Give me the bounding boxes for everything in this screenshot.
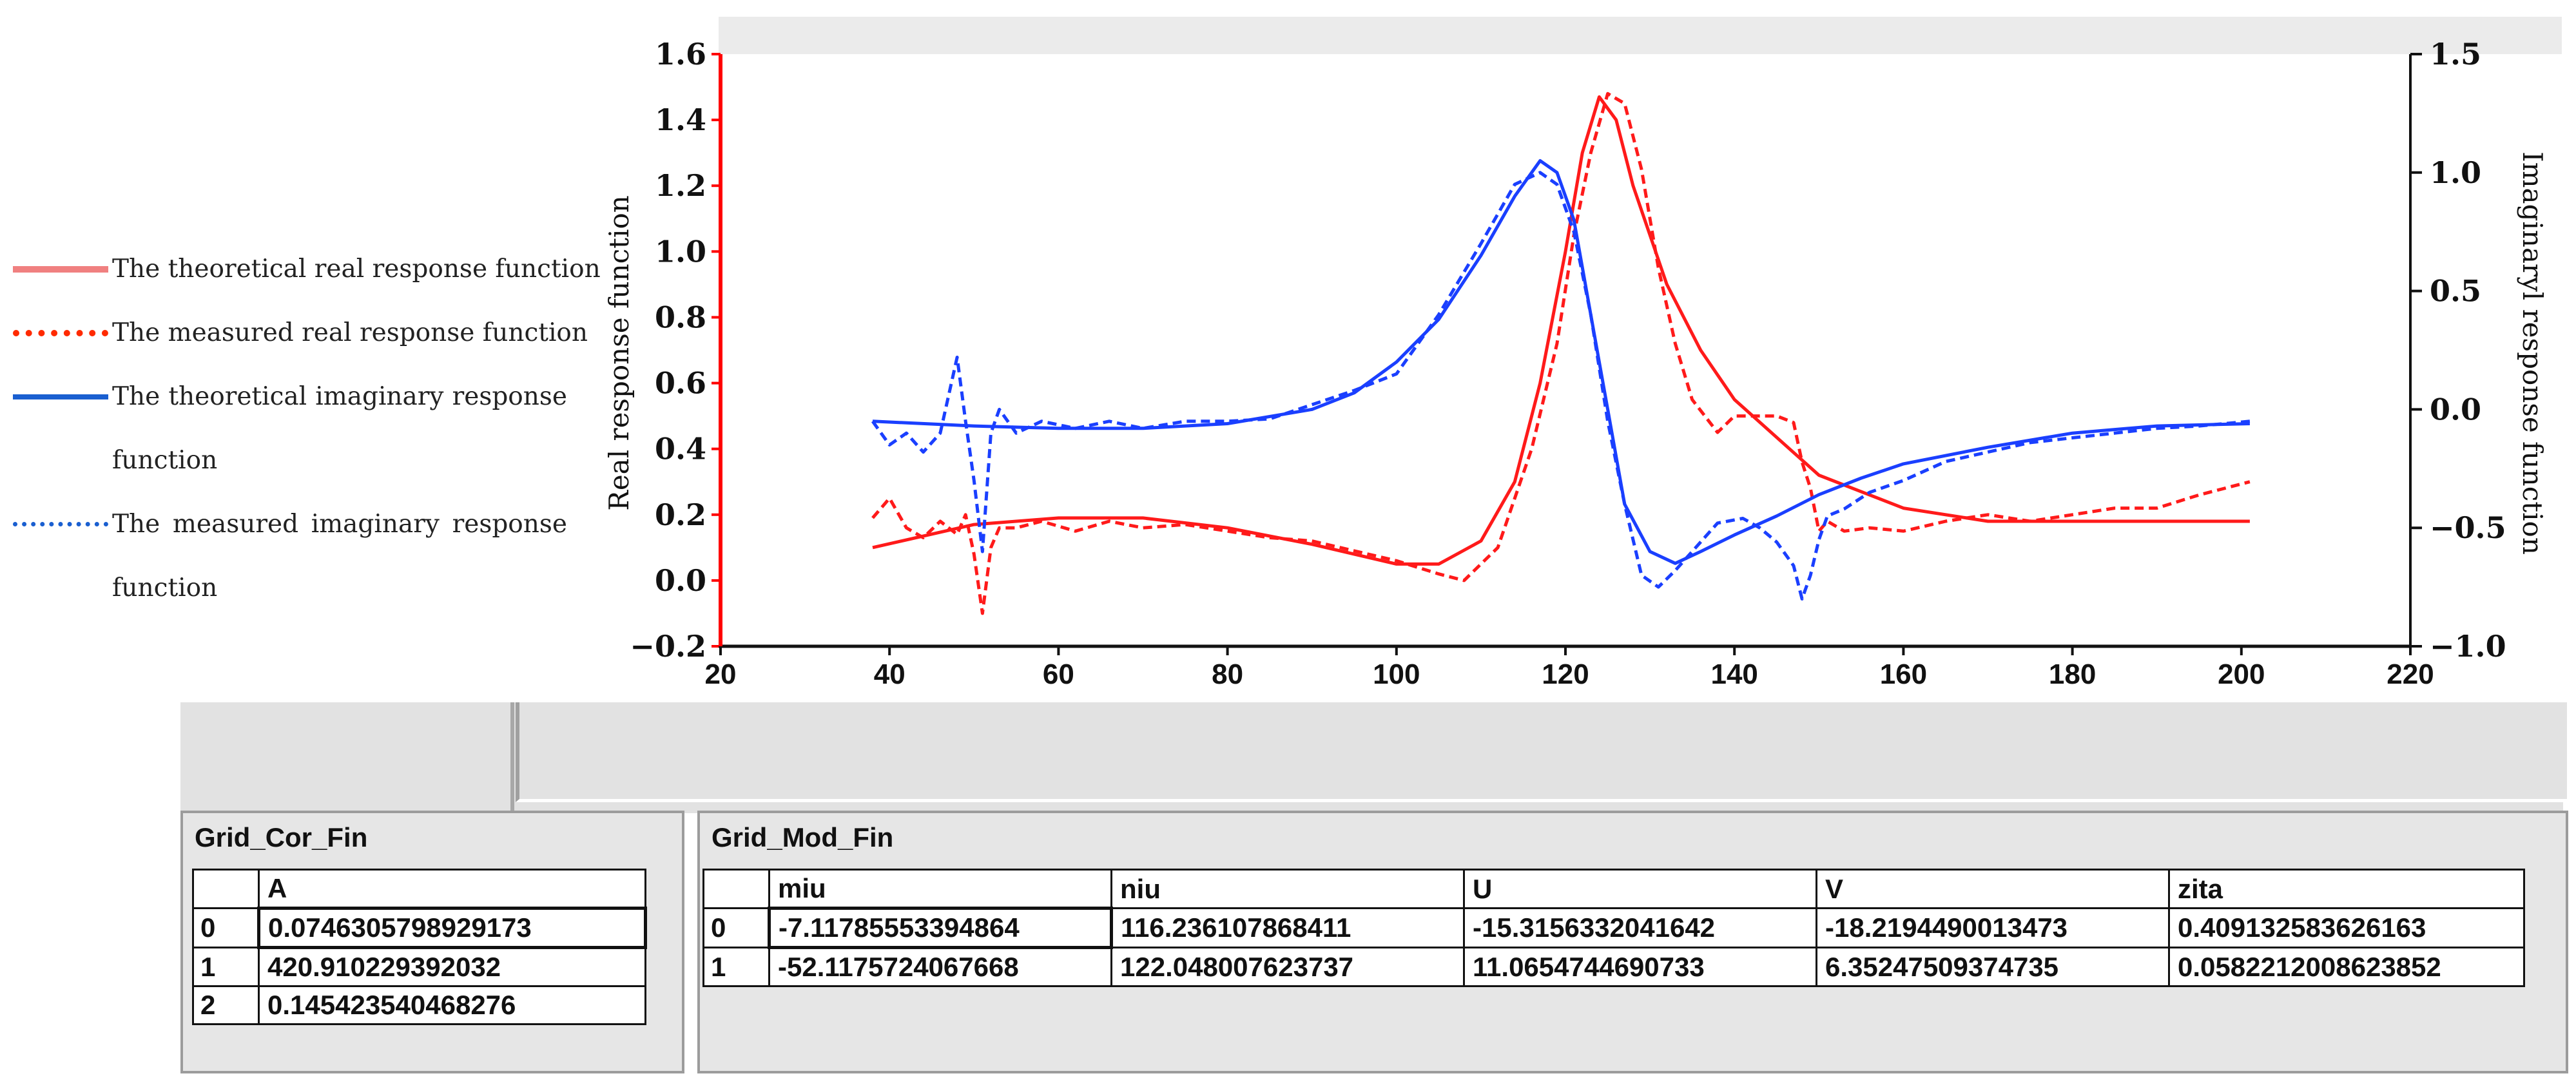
table-cell[interactable]: 122.048007623737: [1110, 947, 1465, 987]
y-axis-label: Real response function: [603, 195, 635, 511]
y-tick-label: 1.0: [655, 234, 706, 269]
series-theoretical-real: [872, 95, 2250, 566]
legend-label: The theoretical real response function: [112, 255, 601, 284]
legend-label-continued: function: [112, 573, 218, 602]
y-tick-label: 1.6: [655, 37, 706, 72]
table-row[interactable]: 0 0.0746305798929173: [192, 907, 647, 949]
legend-item-theoretical-imaginary: The theoretical imaginary response: [13, 365, 567, 428]
table-row[interactable]: 0 -7.11785553394864 116.236107868411 -15…: [702, 907, 2525, 949]
panel-splitter[interactable]: [510, 702, 514, 813]
legend-swatch-measured-imaginary: [13, 522, 108, 526]
y2-tick-label: 1.0: [2430, 155, 2481, 190]
column-header-a[interactable]: A: [258, 869, 646, 909]
legend-item-measured-imaginary: The measured imaginary response: [13, 492, 567, 556]
table-cell[interactable]: -15.3156332041642: [1463, 907, 1817, 948]
y2-tick-label: −0.5: [2430, 510, 2506, 545]
y-tick-label: 0.0: [655, 563, 706, 598]
column-header-u[interactable]: U: [1463, 869, 1817, 909]
y2-axis-label: Imaginaryl response function: [2517, 151, 2548, 555]
y2-tick-label: 1.5: [2430, 37, 2481, 72]
y-tick-label: 0.8: [655, 300, 706, 334]
table-cell[interactable]: 0.145423540468276: [258, 985, 646, 1025]
chart-header-band: [719, 17, 2562, 54]
row-index: 0: [192, 907, 260, 948]
table-cell[interactable]: 6.35247509374735: [1816, 947, 2170, 987]
corner-cell: [702, 869, 770, 909]
x-tick-label: 100: [1373, 659, 1420, 690]
x-tick-label: 140: [1710, 659, 1758, 690]
column-header-v[interactable]: V: [1816, 869, 2170, 909]
x-axis-ticks: 20 40 60 80 100 120 140 160 180 200 220: [705, 646, 2434, 690]
table-cell[interactable]: -18.2194490013473: [1816, 907, 2170, 948]
legend-item-theoretical-real: The theoretical real response function: [13, 237, 601, 301]
y2-tick-label: 0.5: [2430, 274, 2481, 309]
legend-label: The measured imaginary response: [112, 510, 567, 539]
row-index: 1: [192, 947, 260, 987]
response-chart: 20 40 60 80 100 120 140 160 180 200 220 −0.2 0.0 0.2…: [603, 17, 2562, 709]
table-cell[interactable]: -52.1175724067668: [768, 947, 1112, 987]
legend-swatch-theoretical-real: [13, 265, 108, 273]
grid-cor-fin-table[interactable]: A 0 0.0746305798929173 1 420.91022939203…: [192, 869, 647, 1025]
x-tick-label: 20: [705, 659, 737, 690]
corner-cell: [192, 869, 260, 909]
table-cell[interactable]: 0.0746305798929173: [257, 907, 647, 949]
y-tick-label: 1.2: [655, 168, 706, 203]
x-tick-label: 200: [2218, 659, 2265, 690]
y-tick-label: 0.2: [655, 497, 706, 532]
plot-area: [719, 54, 2410, 646]
table-cell[interactable]: -7.11785553394864: [768, 907, 1113, 949]
table-cell[interactable]: 0.409132583626163: [2168, 907, 2525, 948]
y2-axis-ticks: −1.0 −0.5 0.0 0.5 1.0 1.5: [2410, 37, 2506, 664]
grid-mod-fin-table[interactable]: miu niu U V zita 0 -7.11785553394864 116…: [702, 869, 2525, 987]
row-index: 0: [702, 907, 770, 948]
table-row[interactable]: 1 420.910229392032: [192, 947, 646, 987]
legend-label: The theoretical imaginary response: [112, 382, 567, 411]
y2-tick-label: −1.0: [2430, 629, 2506, 664]
grid-mod-fin-title: Grid_Mod_Fin: [712, 822, 894, 852]
x-tick-label: 80: [1212, 659, 1243, 690]
y-tick-label: −0.2: [630, 629, 706, 664]
chart-legend: The theoretical real response function T…: [13, 237, 601, 620]
y-tick-label: 0.6: [655, 366, 706, 401]
table-cell[interactable]: 420.910229392032: [258, 947, 646, 987]
legend-item-measured-real: The measured real response function: [13, 301, 588, 365]
y2-tick-label: 0.0: [2430, 392, 2481, 427]
series-measured-imaginary: [871, 171, 2251, 601]
y-tick-label: 1.4: [655, 102, 706, 137]
table-cell[interactable]: 11.0654744690733: [1463, 947, 1817, 987]
legend-label-continued: function: [112, 446, 218, 475]
form-toolbar-panel-right: [516, 702, 2567, 802]
table-row[interactable]: 1 -52.1175724067668 122.048007623737 11.…: [702, 947, 2525, 987]
series-group: [871, 91, 2251, 615]
table-cell[interactable]: 116.236107868411: [1110, 907, 1465, 948]
x-tick-label: 160: [1880, 659, 1927, 690]
legend-label: The measured real response function: [112, 318, 588, 347]
legend-swatch-measured-real: [13, 329, 108, 336]
grid-cor-fin-title: Grid_Cor_Fin: [195, 822, 368, 852]
x-tick-label: 180: [2049, 659, 2096, 690]
row-index: 1: [702, 947, 770, 987]
table-cell[interactable]: 0.0582212008623852: [2168, 947, 2525, 987]
x-tick-label: 40: [874, 659, 905, 690]
grid-cor-fin-panel: Grid_Cor_Fin A 0 0.0746305798929173 1 42…: [180, 811, 684, 1073]
table-row[interactable]: 2 0.145423540468276: [192, 985, 646, 1025]
x-tick-label: 120: [1542, 659, 1589, 690]
column-header-zita[interactable]: zita: [2168, 869, 2525, 909]
y-axis-ticks: −0.2 0.0 0.2 0.4 0.6 0.8 1.0 1.2 1.4 1.6: [630, 37, 721, 664]
table-header-row: miu niu U V zita: [702, 869, 2525, 909]
y-tick-label: 0.4: [655, 432, 706, 467]
legend-swatch-theoretical-imaginary: [13, 394, 108, 399]
row-index: 2: [192, 985, 260, 1025]
x-tick-label: 60: [1043, 659, 1074, 690]
column-header-miu[interactable]: miu: [768, 869, 1112, 909]
table-header-row: A: [192, 869, 646, 909]
column-header-niu[interactable]: niu: [1110, 869, 1465, 909]
x-tick-label: 220: [2387, 659, 2434, 690]
grid-mod-fin-panel: Grid_Mod_Fin miu niu U V zita 0 -7.11785…: [697, 811, 2568, 1073]
